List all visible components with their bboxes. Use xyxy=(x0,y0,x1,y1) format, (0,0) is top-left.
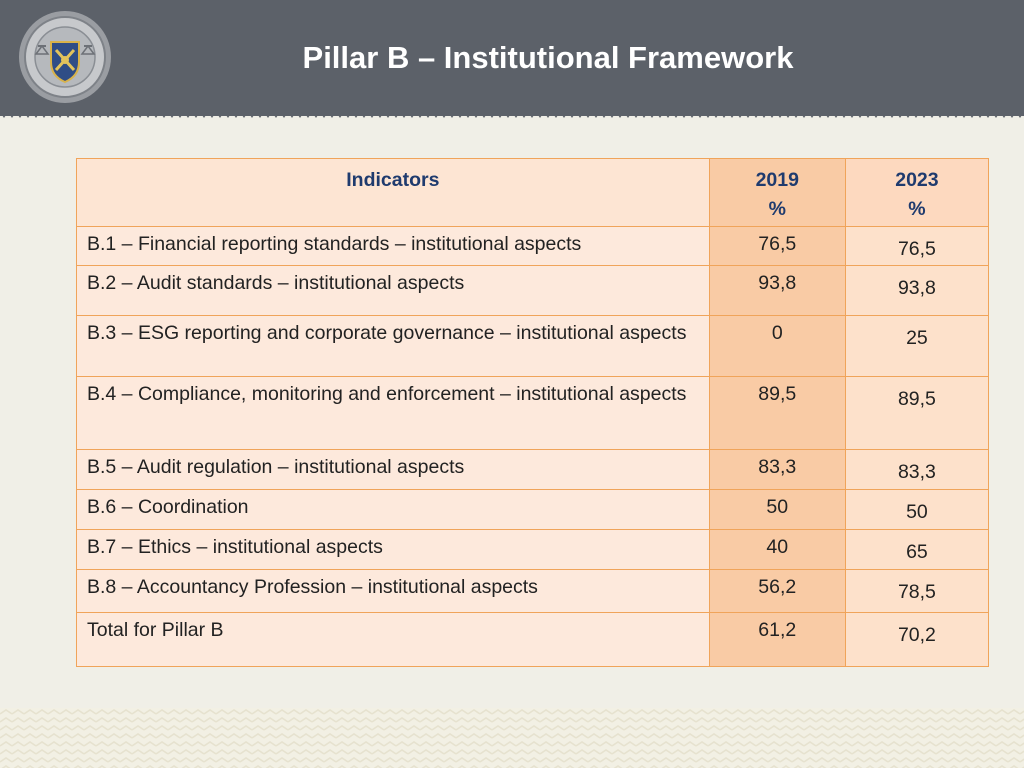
column-header-2019: 2019 % xyxy=(708,158,846,227)
value-2023-cell: 50 xyxy=(844,489,990,530)
value-2019-cell: 0 xyxy=(708,315,846,377)
footer-chevron-band xyxy=(0,708,1024,768)
value-2019-cell: 40 xyxy=(708,529,846,570)
value-2019-cell: 61,2 xyxy=(708,612,846,667)
table-row: B.4 – Compliance, monitoring and enforce… xyxy=(76,376,990,450)
value-2023-cell: 93,8 xyxy=(844,265,990,316)
table-header-row: Indicators 2019 % 2023 % xyxy=(76,158,990,227)
indicators-table: Indicators 2019 % 2023 % B.1 – Financial… xyxy=(76,158,990,667)
indicator-cell: Total for Pillar B xyxy=(76,612,710,667)
table-row: B.7 – Ethics – institutional aspects 40 65 xyxy=(76,529,990,570)
value-2023-cell: 83,3 xyxy=(844,449,990,490)
value-2019-cell: 76,5 xyxy=(708,226,846,266)
value-2023-cell: 76,5 xyxy=(844,226,990,266)
indicator-cell: B.5 – Audit regulation – institutional a… xyxy=(76,449,710,490)
indicator-cell: B.6 – Coordination xyxy=(76,489,710,530)
page-title: Pillar B – Institutional Framework xyxy=(302,40,794,75)
value-2023-cell: 65 xyxy=(844,529,990,570)
table-row: B.2 – Audit standards – institutional as… xyxy=(76,265,990,316)
value-2019-cell: 56,2 xyxy=(708,569,846,613)
table-row: B.3 – ESG reporting and corporate govern… xyxy=(76,315,990,377)
value-2019-cell: 93,8 xyxy=(708,265,846,316)
column-header-indicators: Indicators xyxy=(76,158,710,227)
value-2023-cell: 70,2 xyxy=(844,612,990,667)
value-2019-cell: 89,5 xyxy=(708,376,846,450)
column-header-2023: 2023 % xyxy=(844,158,990,227)
indicator-cell: B.4 – Compliance, monitoring and enforce… xyxy=(76,376,710,450)
table-row: B.8 – Accountancy Profession – instituti… xyxy=(76,569,990,613)
indicator-cell: B.7 – Ethics – institutional aspects xyxy=(76,529,710,570)
table-row: Total for Pillar B 61,2 70,2 xyxy=(76,612,990,667)
value-2023-cell: 78,5 xyxy=(844,569,990,613)
emblem-seal-icon xyxy=(19,11,111,103)
indicator-cell: B.8 – Accountancy Profession – instituti… xyxy=(76,569,710,613)
table-row: B.5 – Audit regulation – institutional a… xyxy=(76,449,990,490)
value-2019-cell: 50 xyxy=(708,489,846,530)
header-zigzag-edge xyxy=(0,112,1024,122)
header-bar xyxy=(0,0,1024,116)
table-row: B.6 – Coordination 50 50 xyxy=(76,489,990,530)
value-2023-cell: 89,5 xyxy=(844,376,990,450)
table-row: B.1 – Financial reporting standards – in… xyxy=(76,226,990,266)
value-2019-cell: 83,3 xyxy=(708,449,846,490)
indicator-cell: B.3 – ESG reporting and corporate govern… xyxy=(76,315,710,377)
value-2023-cell: 25 xyxy=(844,315,990,377)
indicator-cell: B.2 – Audit standards – institutional as… xyxy=(76,265,710,316)
indicator-cell: B.1 – Financial reporting standards – in… xyxy=(76,226,710,266)
